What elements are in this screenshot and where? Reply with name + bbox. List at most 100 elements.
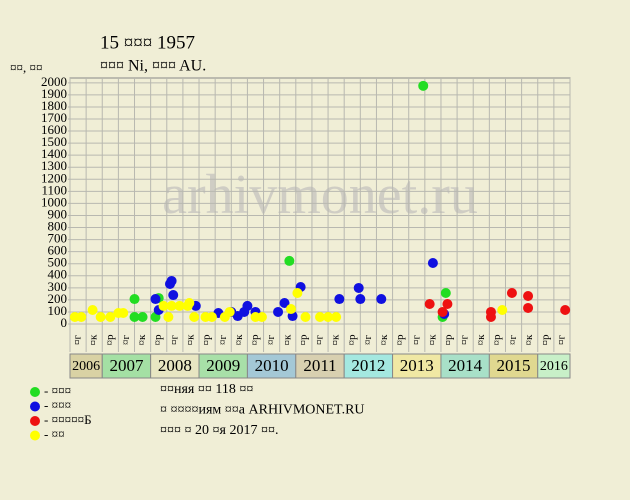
year-label: 2008	[158, 356, 192, 375]
y-tick-label: 1600	[41, 122, 67, 137]
point	[427, 257, 438, 268]
year-band	[150, 353, 200, 379]
legend-marker	[30, 430, 40, 441]
watermark: arhivmonet.ru	[162, 164, 478, 226]
y-tick-label: 200	[48, 291, 68, 306]
point	[174, 300, 185, 311]
column-label: ¤к	[378, 334, 390, 346]
legend-label: - ¤¤¤¤¤Б	[44, 412, 92, 427]
point	[224, 306, 235, 317]
point	[163, 312, 174, 323]
column-label: ¤р	[201, 334, 213, 346]
point	[242, 300, 253, 311]
legend-marker	[30, 387, 40, 397]
point	[168, 290, 179, 301]
y-axis-label: ¤¤, ¤¤	[10, 60, 43, 75]
y-tick-label: 600	[48, 243, 68, 258]
point	[323, 312, 334, 323]
point	[129, 312, 140, 323]
year-band	[69, 353, 103, 379]
y-tick-label: 700	[48, 231, 68, 246]
column-label: ¤г	[555, 335, 567, 346]
chart-title: 15 ¤¤¤ 1957	[100, 32, 195, 53]
y-tick-label: 1900	[41, 86, 67, 101]
column-label: ¤г	[362, 335, 374, 346]
point	[150, 294, 161, 305]
year-band	[537, 353, 571, 379]
column-label: ¤к	[523, 334, 535, 346]
point	[424, 298, 435, 309]
point	[485, 312, 496, 323]
y-tick-label: 900	[48, 206, 68, 221]
year-label: 2015	[497, 356, 531, 375]
year-label: 2006	[72, 359, 100, 374]
column-label: ¤г	[168, 335, 180, 346]
year-label: 2012	[351, 356, 385, 375]
year-label: 2013	[400, 356, 434, 375]
point	[118, 308, 129, 319]
point	[523, 291, 534, 302]
point	[285, 304, 296, 315]
column-label: ¤г	[72, 335, 84, 346]
year-band	[295, 353, 345, 379]
column-label: ¤р	[297, 334, 309, 346]
point	[206, 312, 217, 323]
point	[105, 312, 116, 323]
column-label: ¤р	[394, 334, 406, 346]
column-label: ¤к	[88, 334, 100, 346]
point	[506, 288, 517, 299]
y-tick-label: 1700	[41, 110, 67, 125]
column-label: ¤р	[443, 334, 455, 346]
year-band	[343, 353, 394, 379]
column-label: ¤г	[459, 335, 471, 346]
year-label: 2014	[448, 356, 483, 375]
column-label: ¤г	[410, 335, 422, 346]
point	[129, 294, 140, 305]
point	[166, 275, 177, 286]
y-tick-label: 100	[48, 303, 68, 318]
column-label: ¤р	[104, 334, 116, 346]
year-band	[246, 353, 297, 379]
point	[334, 294, 345, 305]
year-band	[440, 353, 490, 379]
point	[189, 312, 200, 323]
point	[437, 306, 448, 317]
point	[166, 300, 177, 311]
point	[560, 305, 571, 316]
column-label: ¤к	[475, 334, 487, 346]
year-band	[101, 353, 152, 379]
column-label: ¤к	[426, 334, 438, 346]
legend-label: - ¤¤¤	[44, 383, 71, 398]
point	[355, 294, 366, 305]
legend-label: - ¤¤	[44, 426, 65, 441]
point	[284, 255, 295, 266]
y-tick-label: 1100	[41, 182, 67, 197]
y-tick-label: 0	[61, 315, 68, 330]
column-label: ¤г	[217, 335, 229, 346]
y-tick-label: 1400	[41, 146, 67, 161]
y-tick-label: 500	[48, 255, 68, 270]
legend-label: - ¤¤¤	[44, 397, 71, 412]
column-label: ¤к	[184, 334, 196, 346]
y-tick-label: 1500	[41, 134, 67, 149]
column-label: ¤г	[314, 335, 326, 346]
y-tick-label: 800	[48, 219, 68, 234]
point	[158, 300, 169, 311]
column-label: ¤р	[491, 334, 503, 346]
note: ¤ ¤¤¤¤иям ¤¤а ARHIVMONET.RU	[160, 403, 365, 418]
y-tick-label: 400	[48, 267, 68, 282]
column-label: ¤г	[507, 335, 519, 346]
point	[442, 298, 453, 309]
point	[256, 312, 267, 323]
point	[353, 282, 364, 293]
point	[95, 312, 106, 323]
point	[315, 312, 325, 323]
year-band	[488, 353, 539, 379]
point	[292, 288, 303, 299]
point	[440, 288, 451, 299]
column-label: ¤к	[136, 334, 148, 346]
year-label: 2007	[109, 356, 144, 375]
year-band	[198, 353, 248, 379]
